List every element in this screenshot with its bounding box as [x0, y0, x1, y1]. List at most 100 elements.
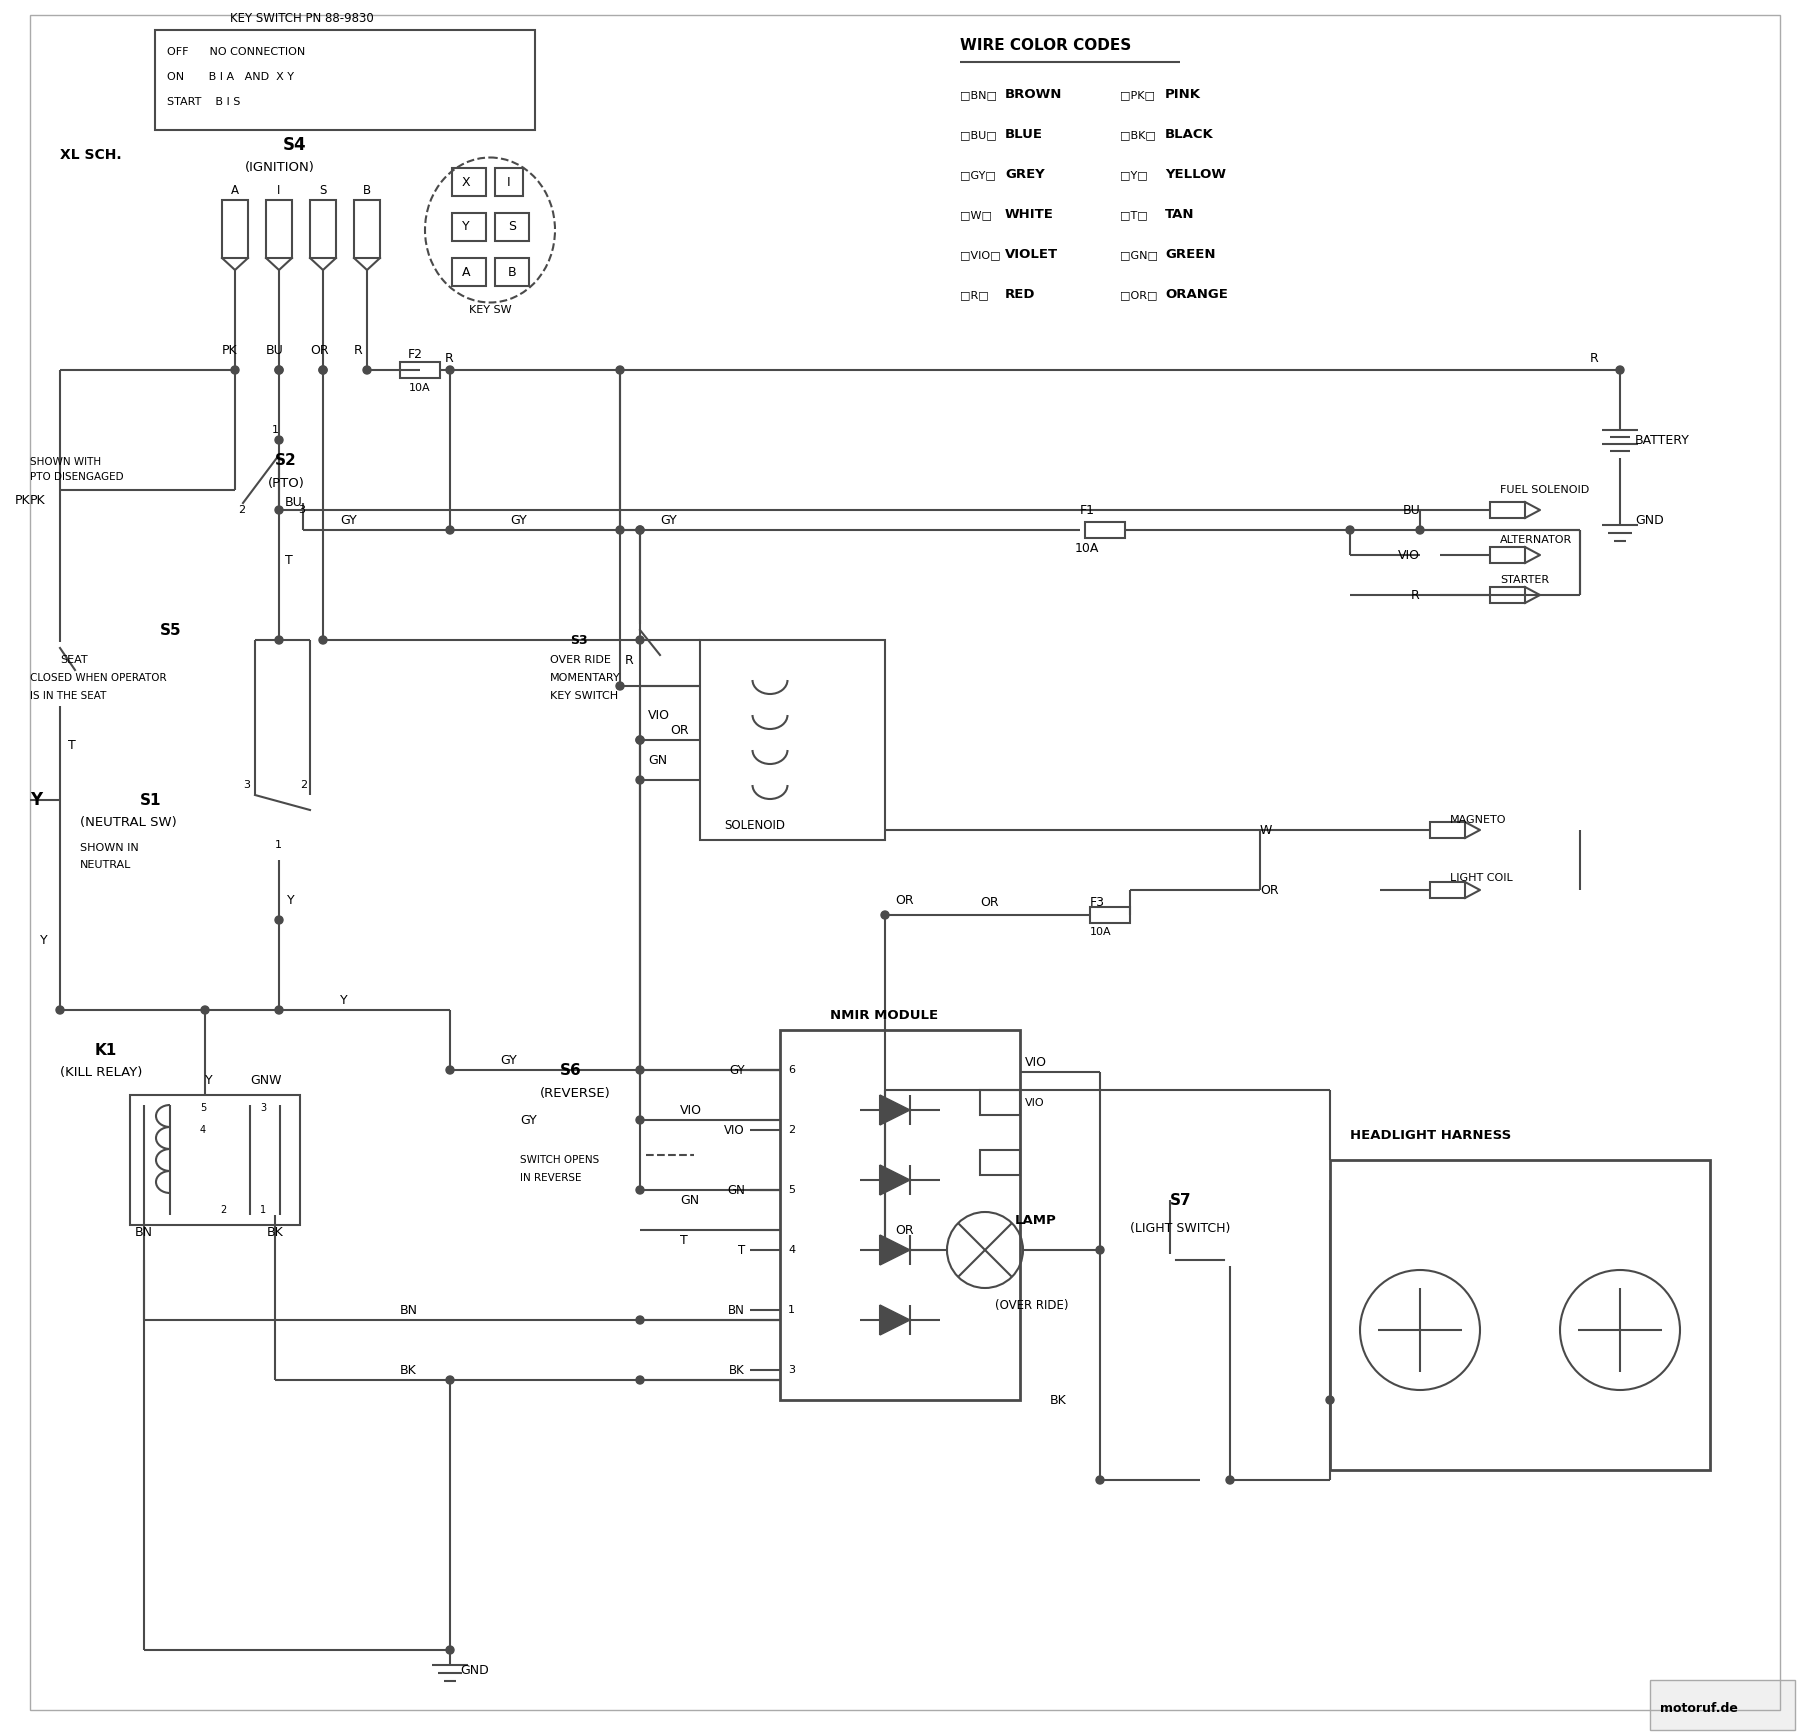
Text: 4: 4: [200, 1124, 207, 1135]
Text: TAN: TAN: [1165, 208, 1195, 222]
Text: BU: BU: [266, 344, 284, 356]
Text: ORANGE: ORANGE: [1165, 288, 1228, 302]
Text: W: W: [1260, 824, 1273, 836]
Circle shape: [446, 1065, 454, 1074]
Text: WIRE COLOR CODES: WIRE COLOR CODES: [959, 38, 1130, 52]
Text: BLUE: BLUE: [1004, 128, 1042, 142]
Text: □T□: □T□: [1120, 210, 1148, 220]
Text: BN: BN: [135, 1225, 153, 1239]
Circle shape: [446, 1376, 454, 1385]
Text: (NEUTRAL SW): (NEUTRAL SW): [79, 815, 176, 829]
Circle shape: [616, 682, 625, 691]
Text: S: S: [319, 184, 326, 196]
Text: 3: 3: [299, 505, 304, 515]
Text: □OR□: □OR□: [1120, 290, 1157, 300]
Circle shape: [635, 1187, 644, 1194]
Text: 1: 1: [259, 1206, 266, 1214]
Text: PINK: PINK: [1165, 88, 1201, 102]
Text: □W□: □W□: [959, 210, 992, 220]
Circle shape: [1226, 1476, 1235, 1483]
Text: NMIR MODULE: NMIR MODULE: [830, 1008, 938, 1022]
Text: BN: BN: [729, 1303, 745, 1317]
Circle shape: [56, 1006, 65, 1013]
Text: PK: PK: [221, 344, 238, 356]
Text: VIO: VIO: [1024, 1098, 1044, 1109]
Text: □BN□: □BN□: [959, 90, 997, 101]
Text: BROWN: BROWN: [1004, 88, 1062, 102]
Text: R: R: [355, 344, 364, 356]
Text: ON       B I A   AND  X Y: ON B I A AND X Y: [167, 71, 293, 82]
Text: IN REVERSE: IN REVERSE: [520, 1173, 581, 1183]
Text: BATTERY: BATTERY: [1634, 434, 1690, 446]
Text: 6: 6: [788, 1065, 796, 1076]
Text: ALTERNATOR: ALTERNATOR: [1499, 534, 1571, 545]
Text: R: R: [445, 352, 454, 364]
Bar: [495, 259, 529, 286]
Text: (KILL RELAY): (KILL RELAY): [59, 1065, 142, 1079]
Bar: [1651, 1679, 1795, 1730]
Text: VIO: VIO: [1399, 548, 1420, 562]
Text: RED: RED: [1004, 288, 1035, 302]
Circle shape: [202, 1006, 209, 1013]
Circle shape: [1417, 526, 1424, 534]
Circle shape: [635, 776, 644, 784]
Text: MOMENTARY: MOMENTARY: [551, 673, 621, 684]
Text: GN: GN: [648, 753, 668, 767]
Text: PK: PK: [31, 493, 45, 507]
Text: S7: S7: [1170, 1192, 1192, 1208]
Text: OR: OR: [979, 895, 999, 909]
Circle shape: [319, 366, 328, 375]
Circle shape: [275, 637, 283, 644]
Text: GY: GY: [509, 514, 527, 526]
Circle shape: [275, 507, 283, 514]
Circle shape: [446, 526, 454, 534]
Bar: [310, 200, 337, 259]
Text: □BK□: □BK□: [1120, 130, 1156, 141]
Text: (OVER RIDE): (OVER RIDE): [995, 1298, 1069, 1312]
Circle shape: [1096, 1476, 1103, 1483]
Text: GY: GY: [340, 514, 356, 526]
Text: S5: S5: [160, 623, 182, 637]
Text: BK: BK: [729, 1364, 745, 1376]
Bar: [266, 200, 292, 259]
Text: 3: 3: [259, 1103, 266, 1112]
Circle shape: [635, 526, 644, 534]
Text: □BU□: □BU□: [959, 130, 997, 141]
Text: OVER RIDE: OVER RIDE: [551, 656, 610, 665]
Text: 2: 2: [220, 1206, 227, 1214]
Bar: [1085, 522, 1125, 538]
Text: A: A: [463, 265, 470, 279]
Circle shape: [616, 366, 625, 375]
Text: 1: 1: [275, 840, 283, 850]
Text: □Y□: □Y□: [1120, 170, 1148, 180]
Text: (REVERSE): (REVERSE): [540, 1086, 610, 1100]
Text: GY: GY: [729, 1064, 745, 1076]
Text: YELLOW: YELLOW: [1165, 168, 1226, 182]
Text: PK: PK: [14, 493, 31, 507]
Text: K1: K1: [95, 1043, 117, 1058]
Text: BK: BK: [266, 1225, 283, 1239]
Text: BU: BU: [284, 496, 302, 508]
Text: Y: Y: [340, 994, 347, 1006]
Text: 4: 4: [788, 1246, 796, 1254]
Circle shape: [1616, 366, 1624, 375]
Text: 1: 1: [788, 1305, 796, 1315]
Bar: [452, 259, 486, 286]
Circle shape: [635, 1065, 644, 1074]
Text: (IGNITION): (IGNITION): [245, 161, 315, 175]
Text: T: T: [680, 1234, 688, 1246]
Text: GY: GY: [500, 1053, 517, 1067]
Bar: [1490, 501, 1525, 519]
Text: R: R: [1589, 352, 1598, 364]
Text: T: T: [738, 1244, 745, 1256]
Circle shape: [446, 366, 454, 375]
Circle shape: [1096, 1246, 1103, 1254]
Text: SWITCH OPENS: SWITCH OPENS: [520, 1156, 599, 1164]
Circle shape: [319, 366, 328, 375]
Text: F3: F3: [1091, 895, 1105, 909]
Text: S3: S3: [571, 633, 587, 647]
Bar: [130, 1095, 301, 1225]
Circle shape: [1346, 526, 1354, 534]
Text: NEUTRAL: NEUTRAL: [79, 861, 131, 869]
Text: Y: Y: [205, 1074, 212, 1086]
